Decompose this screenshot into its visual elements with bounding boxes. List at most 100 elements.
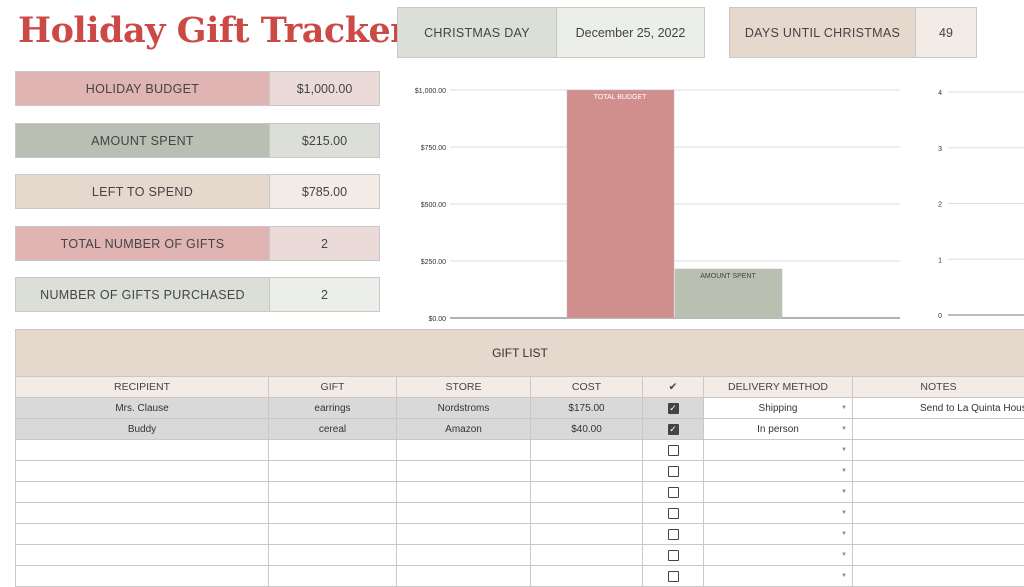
empty-cell[interactable]: [397, 524, 531, 545]
column-header[interactable]: DELIVERY METHOD: [704, 377, 853, 398]
gift-list-table: GIFT LIST RECIPIENT GIFT STORE COST ✔ DELIVER…: [15, 329, 1024, 587]
notes-cell[interactable]: [853, 461, 1024, 482]
empty-cell[interactable]: [15, 440, 269, 461]
notes-cell[interactable]: [853, 419, 1024, 440]
empty-cell[interactable]: [397, 566, 531, 587]
gift-cell[interactable]: cereal: [269, 419, 397, 440]
page-title: Holiday Gift Tracker: [18, 10, 409, 51]
chevron-down-icon: ▼: [841, 468, 847, 474]
bar-label: TOTAL BUDGET: [594, 94, 647, 101]
delivery-dropdown[interactable]: ▼: [704, 503, 853, 524]
empty-cell[interactable]: [15, 566, 269, 587]
table-row: ▼: [15, 440, 1024, 461]
chevron-down-icon: ▼: [841, 405, 847, 411]
checkbox[interactable]: [667, 507, 679, 519]
delivery-dropdown[interactable]: ▼: [704, 566, 853, 587]
empty-cell[interactable]: [269, 461, 397, 482]
days-until-value[interactable]: 49: [915, 7, 977, 58]
bar: [566, 89, 675, 319]
empty-cell[interactable]: [531, 440, 643, 461]
empty-cell[interactable]: [397, 503, 531, 524]
cost-cell[interactable]: $40.00: [531, 419, 643, 440]
delivery-dropdown[interactable]: ▼: [704, 545, 853, 566]
empty-cell[interactable]: [397, 482, 531, 503]
column-header[interactable]: RECIPIENT: [15, 377, 269, 398]
column-header[interactable]: STORE: [397, 377, 531, 398]
empty-cell[interactable]: [269, 545, 397, 566]
delivery-dropdown[interactable]: Shipping ▼: [704, 398, 853, 419]
empty-cell[interactable]: [531, 503, 643, 524]
table-row: Buddy cereal Amazon $40.00 ✓ In person ▼: [15, 419, 1024, 440]
cost-cell[interactable]: $175.00: [531, 398, 643, 419]
notes-cell[interactable]: [853, 440, 1024, 461]
checkbox[interactable]: [667, 570, 679, 582]
y-tick-label: $750.00: [421, 145, 446, 152]
notes-cell[interactable]: [853, 524, 1024, 545]
purchased-cell[interactable]: [643, 482, 704, 503]
chevron-down-icon: ▼: [841, 531, 847, 537]
table-row: ▼: [15, 503, 1024, 524]
recipient-cell[interactable]: Mrs. Clause: [15, 398, 269, 419]
empty-cell[interactable]: [531, 482, 643, 503]
recipient-cell[interactable]: Buddy: [15, 419, 269, 440]
notes-cell[interactable]: [853, 503, 1024, 524]
empty-cell[interactable]: [531, 545, 643, 566]
days-until-label: DAYS UNTIL CHRISTMAS: [729, 7, 916, 58]
notes-cell[interactable]: [853, 545, 1024, 566]
checkbox[interactable]: ✓: [667, 402, 679, 414]
delivery-dropdown[interactable]: ▼: [704, 524, 853, 545]
empty-cell[interactable]: [269, 566, 397, 587]
purchased-cell[interactable]: [643, 524, 704, 545]
purchased-cell[interactable]: [643, 566, 704, 587]
delivery-dropdown[interactable]: In person ▼: [704, 419, 853, 440]
y-tick-label: 4: [938, 90, 942, 97]
column-header[interactable]: NOTES: [853, 377, 1024, 398]
empty-cell[interactable]: [397, 545, 531, 566]
store-cell[interactable]: Amazon: [397, 419, 531, 440]
empty-cell[interactable]: [397, 461, 531, 482]
notes-cell[interactable]: [853, 566, 1024, 587]
store-cell[interactable]: Nordstroms: [397, 398, 531, 419]
gift-cell[interactable]: earrings: [269, 398, 397, 419]
christmas-day-value[interactable]: December 25, 2022: [556, 7, 705, 58]
empty-cell[interactable]: [397, 440, 531, 461]
purchased-cell[interactable]: [643, 503, 704, 524]
gift-list-title: GIFT LIST: [15, 329, 1024, 377]
checkbox[interactable]: [667, 444, 679, 456]
column-header[interactable]: GIFT: [269, 377, 397, 398]
empty-cell[interactable]: [15, 545, 269, 566]
column-header[interactable]: COST: [531, 377, 643, 398]
empty-cell[interactable]: [15, 503, 269, 524]
empty-cell[interactable]: [269, 482, 397, 503]
empty-cell[interactable]: [269, 503, 397, 524]
purchased-cell[interactable]: ✓: [643, 398, 704, 419]
empty-cell[interactable]: [531, 566, 643, 587]
checkbox[interactable]: [667, 528, 679, 540]
y-tick-label: 1: [938, 257, 942, 264]
empty-cell[interactable]: [15, 482, 269, 503]
empty-cell[interactable]: [15, 524, 269, 545]
purchased-cell[interactable]: [643, 461, 704, 482]
delivery-dropdown[interactable]: ▼: [704, 440, 853, 461]
purchased-cell[interactable]: [643, 440, 704, 461]
empty-cell[interactable]: [269, 440, 397, 461]
empty-cell[interactable]: [531, 524, 643, 545]
summary-value: $1,000.00: [269, 71, 380, 106]
purchased-cell[interactable]: ✓: [643, 419, 704, 440]
delivery-dropdown[interactable]: ▼: [704, 482, 853, 503]
y-tick-label: $500.00: [421, 202, 446, 209]
empty-cell[interactable]: [15, 461, 269, 482]
notes-cell[interactable]: Send to La Quinta House: [853, 398, 1024, 419]
column-header[interactable]: ✔: [643, 377, 704, 398]
chevron-down-icon: ▼: [841, 489, 847, 495]
checkbox[interactable]: [667, 486, 679, 498]
budget-bar-chart: $0.00 $250.00 $500.00 $750.00 $1,000.00 TOTAL…: [415, 88, 1024, 323]
empty-cell[interactable]: [531, 461, 643, 482]
checkbox[interactable]: ✓: [667, 423, 679, 435]
empty-cell[interactable]: [269, 524, 397, 545]
checkbox[interactable]: [667, 465, 679, 477]
checkbox[interactable]: [667, 549, 679, 561]
notes-cell[interactable]: [853, 482, 1024, 503]
delivery-dropdown[interactable]: ▼: [704, 461, 853, 482]
purchased-cell[interactable]: [643, 545, 704, 566]
